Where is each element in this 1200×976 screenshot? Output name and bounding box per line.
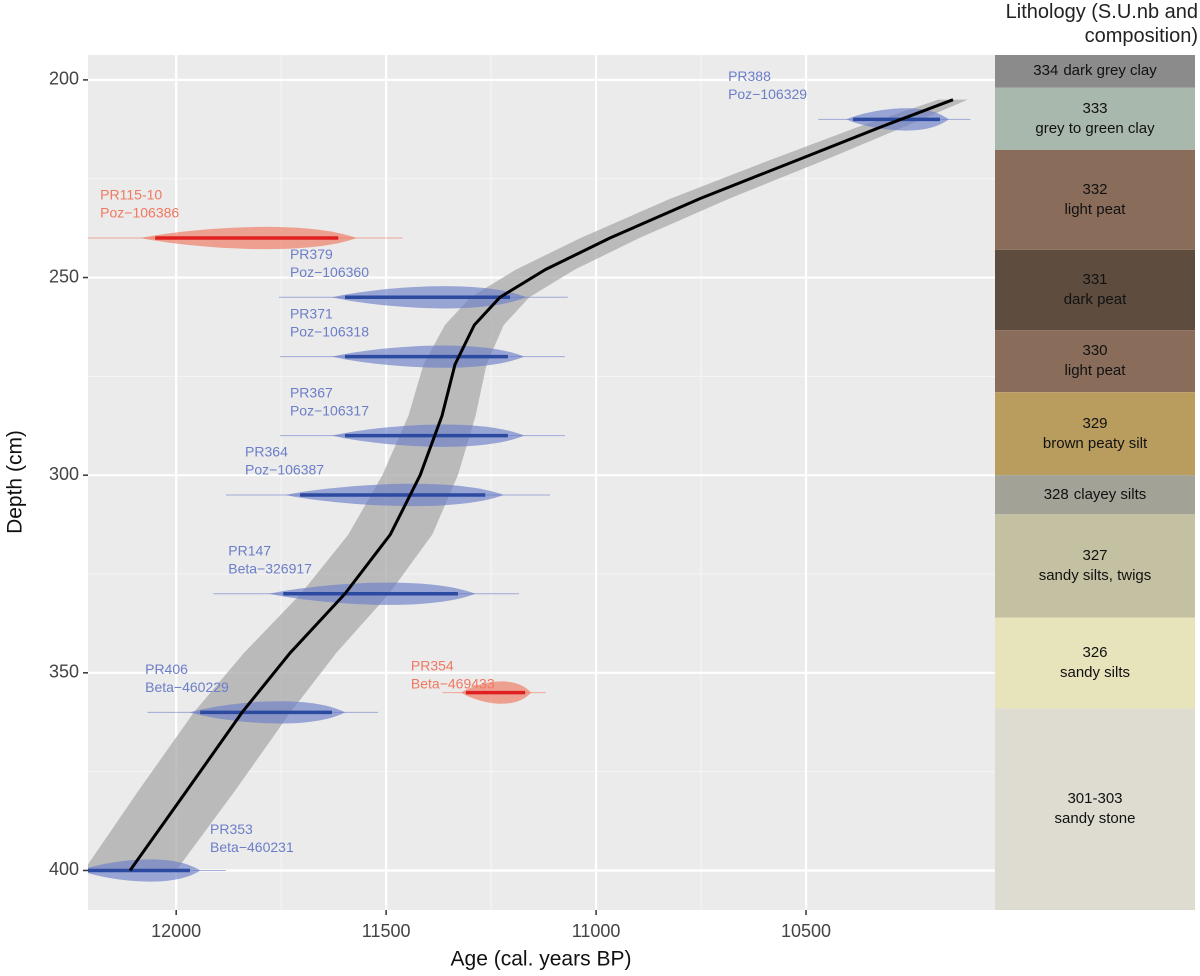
date-code: Beta−460229 <box>145 679 229 695</box>
lithology-unit <box>995 392 1195 476</box>
date-code: Poz−106329 <box>728 86 807 102</box>
lithology-unit <box>995 249 1195 331</box>
date-name: PR379 <box>290 246 333 262</box>
axes: 12000 11500 11000 10500 200 250 300 350 400 <box>49 69 831 941</box>
lithology-unit <box>995 708 1195 910</box>
date-name: PR364 <box>245 444 288 460</box>
lithology-number: 326 <box>1082 643 1108 661</box>
date-name: PR367 <box>290 384 333 400</box>
lithology-unit <box>995 475 1195 515</box>
date-name: PR354 <box>411 657 454 673</box>
lithology-unit <box>995 330 1195 393</box>
lithology-label: 301-303 sandy stone <box>995 708 1195 910</box>
lithology-unit <box>995 617 1195 709</box>
lithology-title: Lithology (S.U.nb and composition) <box>1005 1 1198 47</box>
lithology-name: sandy silts <box>1059 663 1131 681</box>
date-code: Poz−106387 <box>245 462 324 478</box>
lithology-name: sandy stone <box>1054 810 1136 828</box>
x-tick-label: 12000 <box>151 921 201 941</box>
lithology-unit <box>995 149 1195 250</box>
x-tick-label: 10500 <box>781 921 831 941</box>
date-name: PR388 <box>728 68 771 84</box>
date-name: PR353 <box>210 821 253 837</box>
lithology-name: dark peat <box>1063 290 1127 308</box>
lithology-unit <box>995 55 1195 88</box>
date-code: Poz−106360 <box>290 264 369 280</box>
lithology-number: 330 <box>1082 342 1108 360</box>
lithology-label: 328 clayey silts <box>995 475 1195 514</box>
y-axis-label: Depth (cm) <box>4 430 27 534</box>
lithology-number: 333 <box>1082 99 1108 117</box>
lithology-number: 327 <box>1082 546 1108 564</box>
lithology-number: 334 <box>1033 62 1059 80</box>
lithology-label: 332 light peat <box>995 150 1195 250</box>
plot: PR388 Poz−106329 PR115-10 Poz−106386 PR379 Po… <box>88 68 971 882</box>
model-curve <box>128 98 954 872</box>
y-tick-label: 200 <box>49 69 79 89</box>
lithology-number: 301-303 <box>1067 790 1123 808</box>
date-code: Poz−106386 <box>100 205 179 221</box>
date-name: PR147 <box>228 542 271 558</box>
model-band <box>88 99 968 871</box>
date-name: PR406 <box>145 661 188 677</box>
lithology-number: 328 <box>1043 485 1069 503</box>
y-tick-label: 300 <box>49 464 79 484</box>
x-axis-label: Age (cal. years BP) <box>451 948 632 971</box>
lithology-number: 331 <box>1082 270 1108 288</box>
lithology-name: brown peaty silt <box>1042 434 1148 452</box>
lithology-label: 327 sandy silts, twigs <box>995 514 1195 617</box>
lithology-name: sandy silts, twigs <box>1038 566 1152 584</box>
lithology-name: light peat <box>1064 200 1126 218</box>
date-name: PR371 <box>290 305 333 321</box>
x-tick-label: 11000 <box>572 921 621 941</box>
lithology-unit <box>995 514 1195 618</box>
lithology-number: 332 <box>1082 180 1108 198</box>
lithology-name: clayey silts <box>1073 485 1147 503</box>
y-tick-label: 350 <box>49 662 79 682</box>
lithology-label: 326 sandy silts <box>995 617 1195 708</box>
y-tick-label: 250 <box>49 266 79 286</box>
lithology-label: 334 dark grey clay <box>995 55 1195 88</box>
date-code: Beta−326917 <box>228 560 312 576</box>
lithology-number: 329 <box>1082 414 1108 432</box>
lithology-unit <box>995 87 1195 150</box>
date-code: Poz−106318 <box>290 323 369 339</box>
lithology-name: dark grey clay <box>1063 62 1157 80</box>
y-tick-label: 400 <box>49 859 79 879</box>
date-code: Poz−106317 <box>290 402 369 418</box>
lithology-label: 329 brown peaty silt <box>995 392 1195 475</box>
date-code: Beta−469433 <box>411 675 495 691</box>
date-name: PR115-10 <box>100 187 162 203</box>
date-code: Beta−460231 <box>210 839 294 855</box>
lithology-label: 331 dark peat <box>995 250 1195 330</box>
lithology-label: 330 light peat <box>995 330 1195 392</box>
lithology-name: light peat <box>1064 362 1126 380</box>
x-tick-label: 11500 <box>362 921 411 941</box>
lithology-label: 333 grey to green clay <box>995 88 1195 150</box>
lithology-name: grey to green clay <box>1035 119 1155 137</box>
